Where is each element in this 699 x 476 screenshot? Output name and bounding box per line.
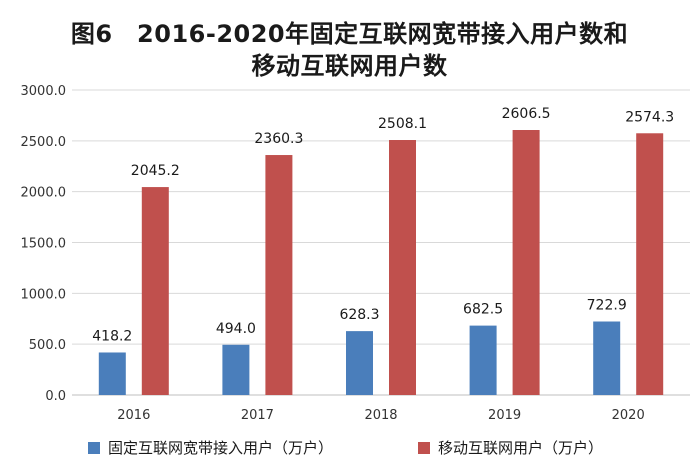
chart-title-line2: 移动互联网用户数 [251,52,448,80]
bar-fixed-broadband [469,325,497,395]
bar-mobile-internet [141,187,169,395]
x-tick-label: 2019 [488,408,521,423]
data-label: 2574.3 [625,109,674,125]
x-tick-label: 2018 [364,408,397,423]
bar-fixed-broadband [346,331,373,395]
data-label: 418.2 [92,328,132,344]
data-label: 2508.1 [378,116,427,132]
y-tick-label: 2500.0 [21,135,67,150]
y-tick-label: 3000.0 [21,84,67,99]
bar-mobile-internet [265,155,293,395]
legend-label-fixed: 固定互联网宽带接入用户（万户） [108,439,334,457]
legend: 固定互联网宽带接入用户（万户） 移动互联网用户（万户） [0,437,699,463]
bar-fixed-broadband [98,352,126,395]
bar-fixed-broadband [593,321,621,395]
legend-label-mobile: 移动互联网用户（万户） [438,439,604,457]
data-label: 2045.2 [131,163,180,179]
bar-chart: 0.0 500.0 1000.0 1500.0 2000.0 2500.0 3000.0 41… [21,84,690,423]
y-tick-label: 0.0 [45,389,66,404]
data-label: 494.0 [216,321,256,337]
legend-swatch-fixed [88,441,100,454]
data-label: 628.3 [339,307,379,323]
data-label: 722.9 [587,298,627,314]
data-label: 682.5 [463,302,503,318]
bar-fixed-broadband [222,344,250,395]
data-label: 2606.5 [502,106,551,122]
legend-swatch-mobile [418,441,430,454]
bar-mobile-internet [512,130,540,395]
legend-item-fixed: 固定互联网宽带接入用户（万户） [88,437,333,458]
x-tick-label: 2017 [241,408,274,423]
legend-item-mobile: 移动互联网用户（万户） [418,437,603,458]
bar-mobile-internet [636,133,664,396]
chart-title-line1: 图6 2016-2020年固定互联网宽带接入用户数和 [70,20,629,48]
y-tick-label: 1500.0 [21,237,67,252]
data-label: 2360.3 [254,131,303,147]
x-tick-label: 2016 [117,408,150,423]
y-tick-label: 2000.0 [21,186,67,201]
y-tick-label: 1000.0 [21,287,67,302]
bar-mobile-internet [389,140,416,395]
x-tick-label: 2020 [612,408,645,423]
y-tick-label: 500.0 [29,338,66,353]
